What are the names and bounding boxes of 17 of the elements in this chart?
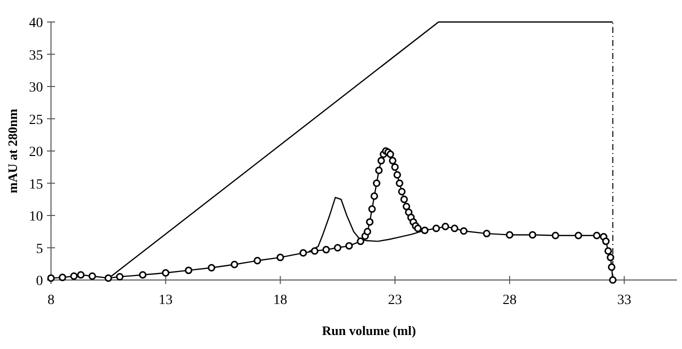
y-tick-label: 40 (29, 16, 43, 31)
y-tick-label: 0 (36, 274, 43, 289)
x-tick-label: 8 (48, 293, 54, 308)
x-tick-label: 18 (273, 293, 288, 308)
y-tick-label: 5 (36, 242, 43, 257)
y-tick-label: 20 (29, 145, 43, 160)
y-tick-label: 15 (29, 177, 43, 192)
x-axis-title: Run volume (ml) (322, 323, 416, 338)
y-tick-label: 10 (29, 210, 43, 224)
x-tick-label: 28 (502, 293, 517, 308)
x-tick-label: 23 (388, 293, 402, 308)
y-tick-label: 25 (29, 112, 43, 128)
x-tick-label: 13 (158, 293, 173, 308)
y-tick-label: 35 (29, 48, 43, 64)
x-tick-label: 33 (617, 293, 632, 308)
y-axis-title: mAU at 280nm (5, 108, 20, 194)
y-tick-label: 30 (29, 80, 43, 96)
